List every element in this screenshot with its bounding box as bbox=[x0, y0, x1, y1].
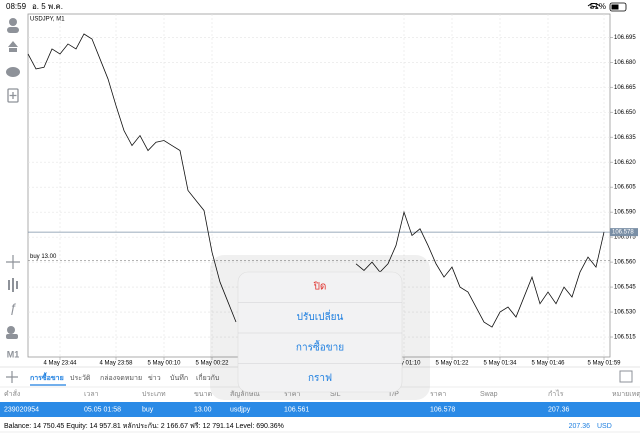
table-cell: 239020954 bbox=[4, 406, 39, 413]
objects-icon[interactable] bbox=[7, 326, 15, 334]
popup-box bbox=[237, 271, 403, 393]
popup-item[interactable]: ปิด bbox=[313, 282, 326, 293]
indicator-icon[interactable]: ƒ bbox=[9, 300, 16, 315]
y-tick-label: 106.665 bbox=[614, 85, 636, 91]
chart-title: USDJPY, M1 bbox=[30, 17, 65, 23]
table-cell: 05.05 01:58 bbox=[84, 406, 121, 413]
balance-profit: 207.36 bbox=[569, 423, 591, 430]
popup-item[interactable]: กราฟ bbox=[308, 373, 332, 384]
account-icon[interactable] bbox=[9, 18, 17, 26]
column-header: ราคา bbox=[284, 391, 300, 398]
chart-layer: 106.695 106.680 106.665 106.650 106.635 106.6… bbox=[27, 14, 638, 367]
x-tick-label: 5 May 00:22 bbox=[195, 361, 229, 367]
x-tick-label: 4 May 23:58 bbox=[99, 361, 133, 367]
table-cell: usdjpy bbox=[230, 406, 251, 413]
status-date: อ. 5 พ.ค. bbox=[32, 2, 63, 11]
popup-item[interactable]: ปรับเปลี่ยน bbox=[297, 309, 344, 323]
tabs: การซื้อขาย ประวัติ กล่องจดหมาย ข่าว บันทึก เก… bbox=[30, 371, 219, 386]
x-tick-label: 5 May 01:10 bbox=[387, 361, 421, 367]
tab[interactable]: การซื้อขาย bbox=[30, 371, 64, 382]
row-highlight[interactable] bbox=[0, 402, 640, 417]
chat-icon[interactable] bbox=[6, 67, 20, 77]
add-tab-icon[interactable] bbox=[6, 371, 18, 383]
timeframe-button[interactable]: M1 bbox=[7, 349, 20, 359]
y-tick-label: 106.605 bbox=[614, 185, 636, 191]
column-header: Swap bbox=[480, 391, 498, 398]
price-label-box bbox=[610, 228, 638, 237]
positions-table: คำสั่ง เวลา ประเภท ขนาด สัญลักษณ์ ราคา S/L T/P ร… bbox=[0, 386, 640, 417]
y-tick-label: 106.545 bbox=[614, 285, 636, 291]
battery-icon bbox=[609, 2, 627, 12]
x-tick-label: 5 May 00:10 bbox=[147, 361, 181, 367]
battery-level bbox=[611, 4, 619, 10]
y-tick-label: 106.680 bbox=[614, 60, 636, 66]
tab[interactable]: ข่าว bbox=[148, 375, 161, 382]
price-label: 106.578 bbox=[612, 230, 634, 236]
y-tick-label: 106.560 bbox=[614, 260, 636, 266]
table-cell: 13.00 bbox=[194, 406, 212, 413]
column-header: ราคา bbox=[430, 391, 446, 398]
balance-currency: USD bbox=[597, 423, 612, 430]
price-series bbox=[27, 33, 605, 328]
x-tick-label: 5 May 01:34 bbox=[483, 361, 517, 367]
crosshair-icon[interactable] bbox=[6, 255, 20, 269]
expand-icon[interactable] bbox=[619, 370, 633, 383]
balance-summary: Balance: 14 750.45 Equity: 14 957.81 หลั… bbox=[4, 422, 284, 430]
y-tick-label: 106.620 bbox=[614, 160, 636, 166]
new-order-plus bbox=[9, 92, 17, 99]
table-cell: 106.578 bbox=[430, 406, 455, 413]
objects-icon-body bbox=[6, 334, 18, 339]
table-cell: 106.561 bbox=[284, 406, 309, 413]
column-header: T/P bbox=[388, 391, 399, 398]
new-order-icon[interactable] bbox=[7, 88, 19, 103]
status-battery: 51% bbox=[590, 2, 606, 11]
y-tick-label: 106.515 bbox=[614, 335, 636, 341]
column-header: หมายเหตุ bbox=[612, 391, 640, 398]
table-cell: 207.36 bbox=[548, 406, 570, 413]
balance-background bbox=[0, 419, 640, 447]
column-header: ประเภท bbox=[142, 391, 166, 398]
y-tick-label: 106.695 bbox=[614, 35, 636, 41]
x-tick-label: 5 May 01:59 bbox=[587, 361, 621, 367]
order-line-label: buy 13.00 bbox=[30, 254, 57, 260]
account-icon-body bbox=[7, 27, 19, 33]
column-header: เวลา bbox=[84, 391, 99, 398]
tab[interactable]: บันทึก bbox=[170, 373, 188, 382]
y-tick-label: 106.575 bbox=[614, 235, 636, 241]
status-time: 08:59 bbox=[6, 2, 27, 11]
left-toolbar: ƒ bbox=[6, 18, 20, 339]
candles-icon[interactable] bbox=[8, 278, 18, 292]
column-header: สัญลักษณ์ bbox=[230, 390, 260, 398]
x-tick-label: 5 May 01:46 bbox=[531, 361, 565, 367]
y-tick-label: 106.530 bbox=[614, 310, 636, 316]
tab[interactable]: ประวัติ bbox=[70, 374, 91, 382]
y-tick-label: 106.650 bbox=[614, 110, 636, 116]
tab[interactable]: กล่องจดหมาย bbox=[100, 375, 142, 382]
x-tick-label: 4 May 23:44 bbox=[43, 361, 77, 367]
column-header: คำสั่ง bbox=[4, 389, 20, 398]
y-tick-label: 106.635 bbox=[614, 135, 636, 141]
y-tick-label: 106.590 bbox=[614, 210, 636, 216]
popup-item[interactable]: การซื้อขาย bbox=[296, 340, 344, 354]
tab[interactable]: เกี่ยวกับ bbox=[196, 373, 219, 382]
column-header: ขนาด bbox=[194, 391, 212, 398]
column-header: กำไร bbox=[548, 389, 564, 398]
column-header: S/L bbox=[330, 391, 341, 398]
x-tick-label: 5 May 01:22 bbox=[435, 361, 469, 367]
trade-icon[interactable] bbox=[8, 41, 18, 52]
wifi-icon bbox=[587, 3, 601, 9]
table-cell: buy bbox=[142, 406, 154, 413]
